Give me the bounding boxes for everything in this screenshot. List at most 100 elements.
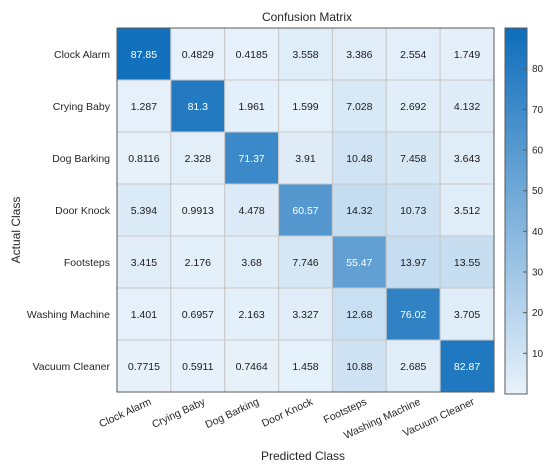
column-tick-label: Crying Baby — [150, 396, 208, 431]
heatmap-cell — [116, 183, 172, 237]
heatmap-cell — [278, 287, 333, 341]
heatmap-cell — [224, 339, 280, 393]
cell-value-label: 76.02 — [400, 309, 426, 321]
cell-value-label: 4.132 — [454, 101, 480, 113]
cell-value-label: 3.415 — [131, 257, 157, 269]
cell-value-label: 81.3 — [188, 101, 209, 113]
heatmap-cell — [331, 131, 387, 185]
cell-value-label: 13.55 — [454, 257, 480, 269]
cell-value-label: 0.4829 — [182, 49, 214, 61]
colorbar-tick-label: 50 — [532, 186, 544, 197]
cell-value-label: 10.88 — [346, 361, 372, 373]
cell-value-label: 2.328 — [185, 153, 211, 165]
column-tick-label: Door Knock — [260, 396, 315, 430]
heatmap-cell — [170, 27, 226, 81]
heatmap-cell — [170, 131, 226, 185]
colorbar-tick-label: 80 — [532, 64, 544, 75]
row-tick-label: Crying Baby — [53, 101, 111, 113]
row-tick-label: Door Knock — [55, 205, 111, 217]
cell-value-label: 2.176 — [185, 257, 211, 269]
cell-value-label: 0.8116 — [128, 153, 159, 165]
heatmap-cell — [116, 27, 172, 81]
colorbar: 10 20 30 40 50 60 70 80 — [504, 27, 544, 395]
plot-frame — [116, 27, 495, 393]
cell-value-label: 2.163 — [239, 309, 265, 321]
row-tick-label: Footsteps — [64, 257, 110, 269]
cell-value-label: 3.558 — [292, 49, 318, 61]
cell-value-label: 10.48 — [346, 153, 372, 165]
heatmap-cell — [224, 131, 280, 185]
heatmap-cell — [331, 79, 387, 133]
cell-value-label: 5.394 — [131, 205, 157, 217]
chart-title: Confusion Matrix — [262, 10, 352, 24]
heatmap-cell — [278, 131, 333, 185]
cell-value-label: 82.87 — [454, 361, 480, 373]
row-tick-labels: Clock Alarm Crying Baby Dog Barking Door Kn… — [27, 49, 111, 373]
colorbar-tick-label: 30 — [532, 268, 544, 279]
cell-value-label: 3.643 — [454, 153, 480, 165]
cell-value-label: 0.4185 — [236, 49, 268, 61]
column-tick-label: Clock Alarm — [97, 396, 153, 431]
cell-value-label: 2.685 — [400, 361, 426, 373]
cell-value-label: 3.327 — [292, 309, 318, 321]
heatmap-cell — [278, 183, 333, 237]
colorbar-tick-label: 40 — [532, 227, 544, 238]
cell-value-label: 3.91 — [295, 153, 316, 165]
y-axis-label: Actual Class — [9, 197, 23, 264]
heatmap-cell — [385, 183, 441, 237]
x-axis-label: Predicted Class — [261, 449, 345, 463]
heatmap-cell — [278, 339, 333, 393]
cell-value-label: 0.6957 — [182, 309, 214, 321]
cell-value-label: 7.746 — [292, 257, 318, 269]
cell-value-label: 87.85 — [131, 49, 157, 61]
cell-value-label: 3.68 — [241, 257, 262, 269]
cell-value-label: 7.028 — [346, 101, 372, 113]
cell-value-label: 0.7464 — [236, 361, 268, 373]
column-tick-label: Dog Barking — [203, 396, 261, 431]
cell-value-label: 1.749 — [454, 49, 480, 61]
cell-value-label: 0.7715 — [128, 361, 160, 373]
cell-value-label: 71.37 — [239, 153, 265, 165]
heatmap-cell — [116, 235, 172, 289]
cell-value-label: 12.68 — [346, 309, 372, 321]
heatmap-cells: 87.85 0.4829 0.4185 3.558 3.386 2.554 1.749 1.2… — [116, 27, 495, 393]
heatmap-cell — [331, 287, 387, 341]
cell-value-label: 2.692 — [400, 101, 426, 113]
cell-value-label: 10.73 — [400, 205, 426, 217]
cell-value-label: 7.458 — [400, 153, 426, 165]
heatmap-cell — [439, 79, 495, 133]
heatmap-cell — [385, 339, 441, 393]
heatmap-cell — [439, 131, 495, 185]
cell-value-label: 1.458 — [292, 361, 318, 373]
heatmap-cell — [116, 287, 172, 341]
cell-value-label: 0.9913 — [182, 205, 214, 217]
colorbar-tick-label: 70 — [532, 105, 544, 116]
cell-value-label: 3.386 — [346, 49, 372, 61]
heatmap-cell — [385, 27, 441, 81]
colorbar-tick-label: 60 — [532, 146, 544, 157]
row-tick-label: Clock Alarm — [54, 49, 110, 61]
cell-value-label: 1.401 — [131, 309, 157, 321]
heatmap-cell — [439, 183, 495, 237]
colorbar-tick-label: 10 — [532, 349, 544, 360]
heatmap-cell — [224, 235, 280, 289]
heatmap-cell — [439, 287, 495, 341]
cell-value-label: 3.705 — [454, 309, 480, 321]
row-tick-label: Dog Barking — [52, 153, 110, 165]
heatmap-cell — [331, 339, 387, 393]
cell-value-label: 1.599 — [292, 101, 318, 113]
colorbar-tick-label: 20 — [532, 308, 544, 319]
cell-value-label: 0.5911 — [182, 361, 213, 373]
row-tick-label: Vacuum Cleaner — [33, 361, 111, 373]
cell-value-label: 4.478 — [239, 205, 265, 217]
cell-value-label: 55.47 — [346, 257, 372, 269]
cell-value-label: 60.57 — [292, 205, 318, 217]
heatmap-cell — [170, 183, 226, 237]
cell-value-label: 1.961 — [239, 101, 265, 113]
heatmap-cell — [224, 79, 280, 133]
colorbar-gradient — [504, 27, 528, 395]
heatmap-cell — [439, 339, 495, 393]
heatmap-cell — [116, 339, 172, 393]
cell-value-label: 13.97 — [400, 257, 426, 269]
